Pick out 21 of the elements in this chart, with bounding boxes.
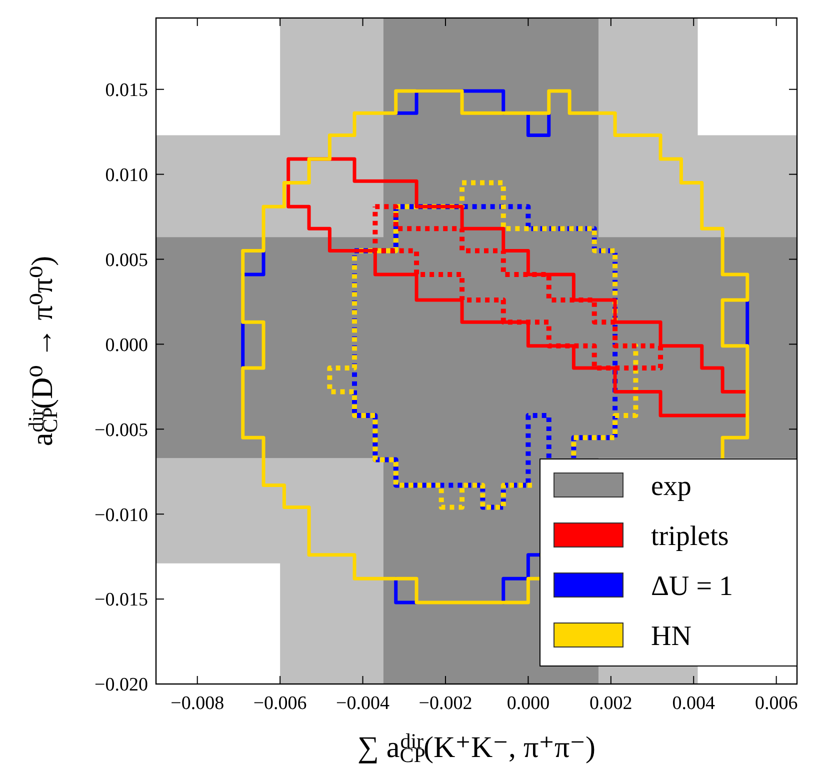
x-tick-label: 0.000 [506, 693, 550, 714]
legend-label: triplets [651, 520, 729, 552]
x-tick-label: −0.008 [170, 693, 224, 714]
x-tick-label: 0.004 [672, 693, 716, 714]
x-axis-title: ∑ a$_{CP}$$^{dir}$(K⁺K⁻, π⁺π⁻) [358, 728, 596, 768]
x-tick-label: −0.006 [253, 693, 307, 714]
y-tick-label: 0.015 [105, 80, 148, 102]
x-tick-label: −0.004 [336, 693, 390, 714]
y-tick-label: 0.010 [105, 164, 148, 186]
y-tick-label: 0.000 [105, 334, 148, 356]
x-tick-label: 0.006 [754, 693, 798, 714]
legend-label: HN [651, 620, 692, 652]
y-tick-label: −0.005 [94, 420, 148, 441]
y-tick-label: −0.010 [94, 504, 148, 526]
legend-label: ΔU = 1 [651, 570, 734, 602]
y-tick-label: 0.005 [105, 250, 148, 271]
x-tick-label: −0.002 [418, 693, 472, 714]
x-tick-label: 0.002 [590, 693, 632, 714]
band-label: exp [651, 470, 692, 502]
y-tick-label: −0.020 [94, 674, 148, 696]
y-tick-label: −0.015 [94, 590, 148, 611]
